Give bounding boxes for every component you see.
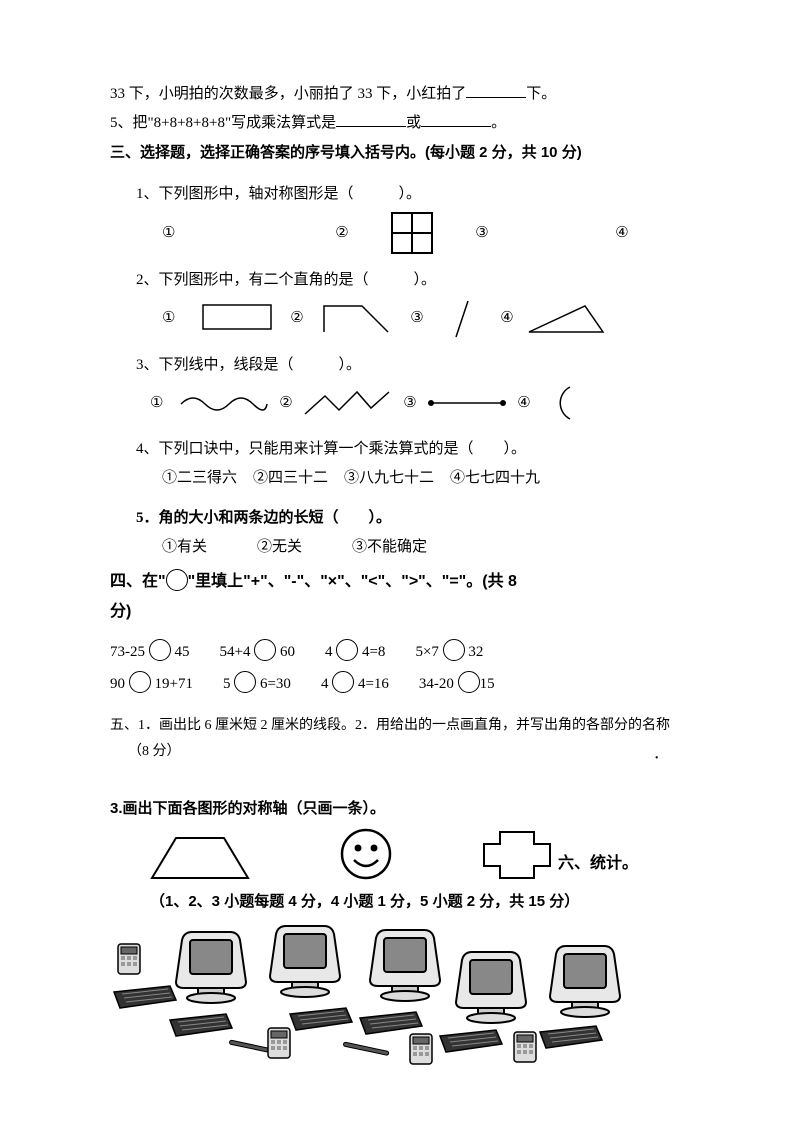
expr: 5×7 32 (415, 638, 483, 667)
trapezoid-open-icon (312, 302, 402, 336)
intro-line1: 33 下，小明拍的次数最多，小丽拍了 33 下，小红拍了 下。 (110, 80, 690, 109)
circle-icon (458, 671, 480, 693)
wavy-line-icon (174, 390, 274, 416)
symmetry-shapes: 六、统计。 (110, 828, 690, 880)
expr: 4 4=16 (321, 670, 389, 699)
q1-text: 1、下列图形中，轴对称图形是（ ）。 (110, 180, 690, 209)
opt-label: ④ (582, 219, 662, 248)
circle-icon (443, 639, 465, 661)
text: 下。 (526, 86, 556, 102)
computers-illustration-icon (110, 922, 690, 1072)
zigzag-line-icon (298, 388, 398, 418)
text: （8 分） (110, 739, 181, 777)
section6-title: 六、统计。 (558, 849, 638, 879)
section6-sub: （1、2、3 小题每题 4 分，4 小题 1 分，5 小题 2 分，共 15 分… (110, 888, 690, 917)
opt: ③不能确定 (352, 533, 427, 562)
text: 33 下，小明拍的次数最多，小丽拍了 33 下，小红拍了 (110, 86, 466, 102)
smiley-icon (340, 828, 392, 880)
expr: 34-20 15 (419, 670, 495, 699)
opt-label: ③ (442, 219, 522, 248)
section4-title2: 分) (110, 597, 690, 627)
text: 5、把"8+8+8+8+8"写成乘法算式是 (110, 115, 336, 131)
opt-label: ① (162, 304, 192, 333)
section4-title: 四、在" "里填上"+"、"-"、"×"、"<"、">"、"="。(共 8 (110, 567, 690, 597)
q3-options: ① ② ③ ④ (110, 383, 690, 423)
opt-label: ④ (512, 389, 536, 418)
opt-label: ② (274, 389, 298, 418)
sec4-row2: 90 19+71 5 6=30 4 4=16 34-20 15 (110, 670, 690, 699)
slash-line-icon (432, 299, 492, 339)
opt-label: ② (282, 304, 312, 333)
trapezoid-icon (150, 834, 250, 880)
q5-text: 5．角的大小和两条边的长短（ ）。 (110, 504, 690, 533)
circle-icon (166, 569, 188, 591)
blank (336, 112, 406, 127)
opt: ①有关 (162, 533, 207, 562)
rectangle-icon (192, 304, 282, 334)
line-segment-icon (422, 397, 512, 409)
circle-icon (129, 671, 151, 693)
dot-icon: · (653, 739, 690, 777)
opt: ④七七四十九 (450, 464, 540, 493)
expr: 90 19+71 (110, 670, 193, 699)
circle-icon (149, 639, 171, 661)
section5-line1: 五、1．画出比 6 厘米短 2 厘米的线段。2．用给出的一点画直角，并写出角的各… (110, 713, 690, 740)
arc-icon (536, 383, 586, 423)
circle-icon (332, 671, 354, 693)
expr: 4 4=8 (325, 638, 385, 667)
q3-text: 3、下列线中，线段是（ ）。 (110, 351, 690, 380)
text: 。 (491, 115, 506, 131)
opt: ③八九七十二 (344, 464, 434, 493)
opt: ②四三十二 (253, 464, 328, 493)
circle-icon (336, 639, 358, 661)
triangle-icon (522, 302, 612, 336)
cross-shape-icon (482, 830, 552, 880)
intro-line2: 5、把"8+8+8+8+8"写成乘法算式是 或 。 (110, 109, 690, 138)
circle-icon (254, 639, 276, 661)
expr: 54+4 60 (220, 638, 295, 667)
circle-icon (234, 671, 256, 693)
opt-label: ③ (402, 304, 432, 333)
q5-options: ①有关 ②无关 ③不能确定 (110, 533, 690, 562)
text: 四、在" (110, 573, 166, 590)
expr: 5 6=30 (223, 670, 291, 699)
section3-title: 三、选择题，选择正确答案的序号填入括号内。(每小题 2 分，共 10 分) (110, 139, 690, 168)
q1-options: ① ② ③ ④ (110, 212, 690, 254)
text: 或 (406, 115, 421, 131)
opt-label: ④ (492, 304, 522, 333)
opt-label: ① (150, 389, 174, 418)
q2-options: ① ② ③ ④ (110, 299, 690, 339)
text: "里填上"+"、"-"、"×"、"<"、">"、"="。(共 8 (188, 573, 517, 590)
section5-line2: （8 分） · (110, 739, 690, 777)
opt-label: ③ (398, 389, 422, 418)
opt-label: ① (162, 219, 242, 248)
section5-q3: 3.画出下面各图形的对称轴（只画一条）。 (110, 795, 690, 824)
expr: 73-25 45 (110, 638, 190, 667)
q2-text: 2、下列图形中，有二个直角的是（ ）。 (110, 266, 690, 295)
q4-options: ①二三得六 ②四三十二 ③八九七十二 ④七七四十九 (110, 464, 690, 493)
grid-square-icon (382, 212, 442, 254)
blank (466, 83, 526, 98)
opt-label: ② (302, 219, 382, 248)
opt: ①二三得六 (162, 464, 237, 493)
q4-text: 4、下列口诀中，只能用来计算一个乘法算式的是（ ）。 (110, 435, 690, 464)
opt: ②无关 (257, 533, 302, 562)
sec4-row1: 73-25 45 54+4 60 4 4=8 5×7 32 (110, 638, 690, 667)
blank (421, 112, 491, 127)
